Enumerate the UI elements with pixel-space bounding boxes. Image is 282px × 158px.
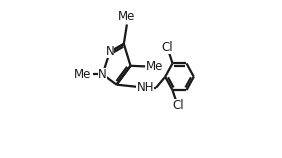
Text: N: N — [105, 45, 114, 58]
Text: Me: Me — [118, 10, 136, 23]
Text: Me: Me — [146, 60, 164, 73]
Text: Cl: Cl — [161, 41, 173, 54]
Text: Me: Me — [74, 68, 92, 81]
Text: Cl: Cl — [172, 99, 184, 112]
Text: NH: NH — [136, 81, 154, 94]
Text: N: N — [98, 68, 107, 81]
